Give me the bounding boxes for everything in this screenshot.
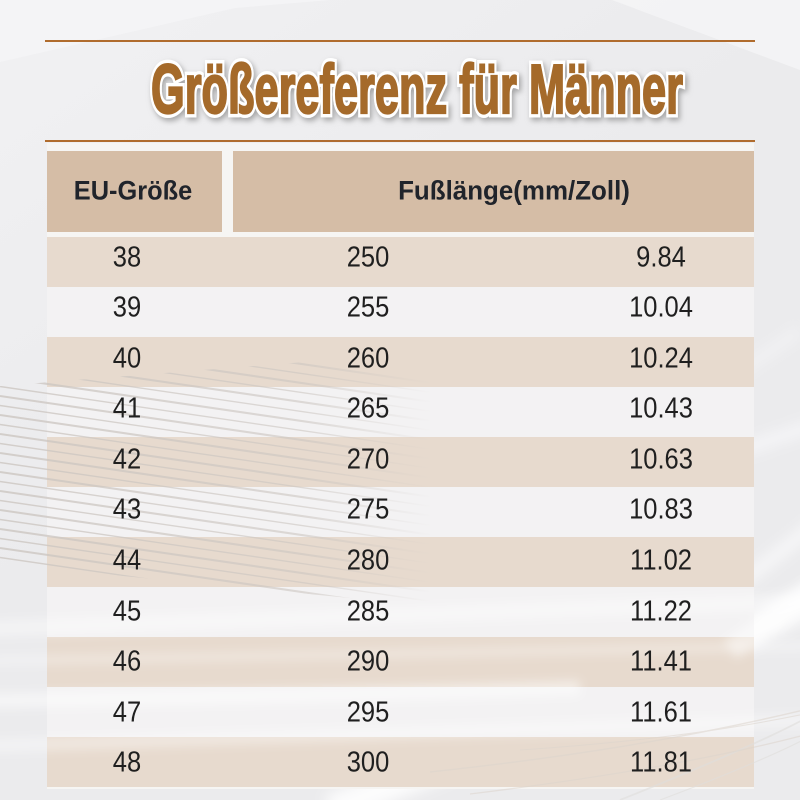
svg-text:Größereferenz für Männer: Größereferenz für Männer [151, 50, 683, 128]
svg-text:Größereferenz für Männer: Größereferenz für Männer [151, 50, 683, 128]
